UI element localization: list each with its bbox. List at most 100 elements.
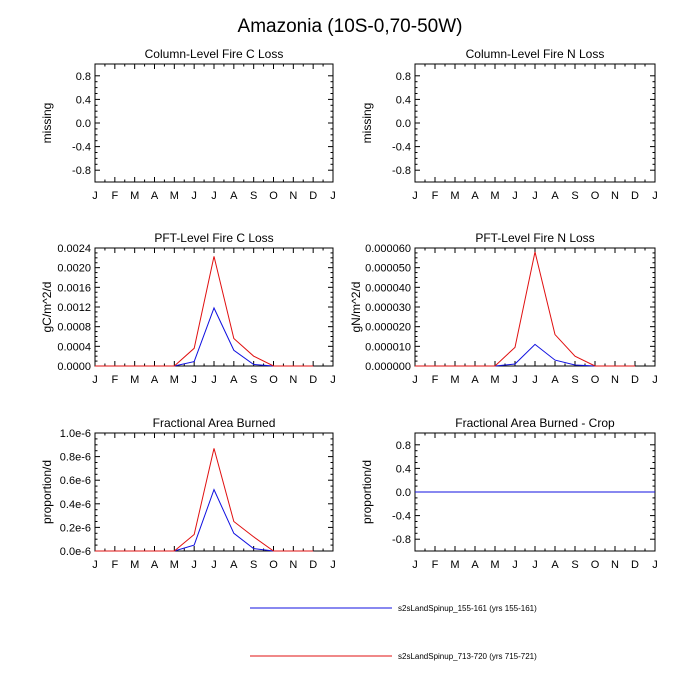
x-tick-label: S xyxy=(571,190,578,202)
x-tick-label: D xyxy=(309,374,317,386)
x-tick-label: F xyxy=(432,374,439,386)
x-tick-label: J xyxy=(92,559,98,571)
series-line-2 xyxy=(415,251,635,367)
x-tick-label: S xyxy=(250,190,257,202)
x-tick-label: N xyxy=(289,190,297,202)
y-tick-label: 0.4 xyxy=(396,94,411,106)
x-tick-label: O xyxy=(269,374,278,386)
x-tick-label: J xyxy=(211,190,217,202)
plot-frame xyxy=(414,247,656,367)
x-tick-label: F xyxy=(432,559,439,571)
x-tick-label: N xyxy=(611,190,619,202)
y-tick-label: 0.4e-6 xyxy=(60,499,91,511)
x-tick-label: A xyxy=(551,559,559,571)
x-tick-label: J xyxy=(330,190,336,202)
x-tick-label: M xyxy=(490,190,499,202)
panel-title: Fractional Area Burned xyxy=(153,416,276,430)
y-tick-label: 0.8 xyxy=(76,71,91,83)
x-tick-label: N xyxy=(611,559,619,571)
series-line-1 xyxy=(95,488,314,552)
y-tick-label: 0.000040 xyxy=(365,282,411,294)
plot-frame xyxy=(414,63,656,183)
legend-label-2: s2sLandSpinup_713-720 (yrs 715-721) xyxy=(398,652,537,661)
x-tick-label: J xyxy=(412,559,418,571)
x-tick-label: J xyxy=(652,190,658,202)
y-tick-label: 0.0000 xyxy=(57,361,91,373)
x-tick-label: J xyxy=(191,190,197,202)
x-tick-label: J xyxy=(652,374,658,386)
x-tick-label: S xyxy=(250,374,257,386)
x-tick-label: M xyxy=(130,190,139,202)
y-tick-label: -0.4 xyxy=(72,142,91,154)
x-tick-label: M xyxy=(450,559,459,571)
y-tick-label: 0.0008 xyxy=(57,322,91,334)
x-tick-label: A xyxy=(551,190,559,202)
y-tick-label: 0.0020 xyxy=(57,263,91,275)
x-tick-label: J xyxy=(92,190,98,202)
y-tick-label: 0.0 xyxy=(76,118,91,130)
y-tick-label: 0.2e-6 xyxy=(60,522,91,534)
y-tick-label: 0.000020 xyxy=(365,322,411,334)
y-tick-label: 0.0004 xyxy=(57,341,91,353)
x-tick-label: N xyxy=(289,559,297,571)
x-tick-label: S xyxy=(571,374,578,386)
y-tick-label: 0.4 xyxy=(396,463,411,475)
series-line-1 xyxy=(415,343,635,367)
x-tick-label: J xyxy=(211,374,217,386)
x-tick-label: F xyxy=(432,190,439,202)
y-tick-label: 0.4 xyxy=(76,94,91,106)
y-tick-label: 0.6e-6 xyxy=(60,475,91,487)
x-tick-label: J xyxy=(412,374,418,386)
x-tick-label: J xyxy=(330,559,336,571)
x-tick-label: J xyxy=(330,374,336,386)
x-tick-label: A xyxy=(471,374,479,386)
panel-title: PFT-Level Fire C Loss xyxy=(154,231,273,245)
x-tick-label: A xyxy=(230,374,238,386)
x-tick-label: A xyxy=(151,374,159,386)
x-tick-label: M xyxy=(450,374,459,386)
y-tick-label: -0.8 xyxy=(72,165,91,177)
x-tick-label: D xyxy=(631,559,639,571)
y-axis-label: missing xyxy=(40,103,54,144)
y-tick-label: 0.0e-6 xyxy=(60,546,91,558)
panel-title: Fractional Area Burned - Crop xyxy=(455,416,615,430)
y-tick-label: 0.8e-6 xyxy=(60,452,91,464)
x-tick-label: O xyxy=(591,559,600,571)
y-tick-label: 0.0 xyxy=(396,487,411,499)
x-tick-label: M xyxy=(490,374,499,386)
y-tick-label: -0.4 xyxy=(392,142,411,154)
x-tick-label: J xyxy=(412,190,418,202)
x-tick-label: O xyxy=(269,559,278,571)
x-tick-label: M xyxy=(170,190,179,202)
x-tick-label: N xyxy=(611,374,619,386)
y-axis-label: proportion/d xyxy=(40,460,54,524)
y-tick-label: 0.0012 xyxy=(57,302,91,314)
x-tick-label: M xyxy=(170,374,179,386)
legend-label-1: s2sLandSpinup_155-161 (yrs 155-161) xyxy=(398,604,537,613)
x-tick-label: A xyxy=(471,190,479,202)
x-tick-label: D xyxy=(631,374,639,386)
legend: s2sLandSpinup_155-161 (yrs 155-161) s2sLa… xyxy=(250,604,537,661)
y-tick-label: 0.000050 xyxy=(365,263,411,275)
x-tick-label: M xyxy=(490,559,499,571)
x-tick-label: J xyxy=(532,374,538,386)
x-tick-label: M xyxy=(450,190,459,202)
y-tick-label: 0.000030 xyxy=(365,302,411,314)
x-tick-label: A xyxy=(151,559,159,571)
series-line-2 xyxy=(95,448,314,552)
plot-frame xyxy=(94,432,334,552)
x-tick-label: O xyxy=(591,190,600,202)
x-tick-label: J xyxy=(191,374,197,386)
x-tick-label: F xyxy=(111,190,118,202)
y-tick-label: -0.4 xyxy=(392,511,411,523)
plot-frame xyxy=(94,63,334,183)
x-tick-label: O xyxy=(591,374,600,386)
x-tick-label: J xyxy=(532,559,538,571)
series-line-1 xyxy=(95,306,314,367)
